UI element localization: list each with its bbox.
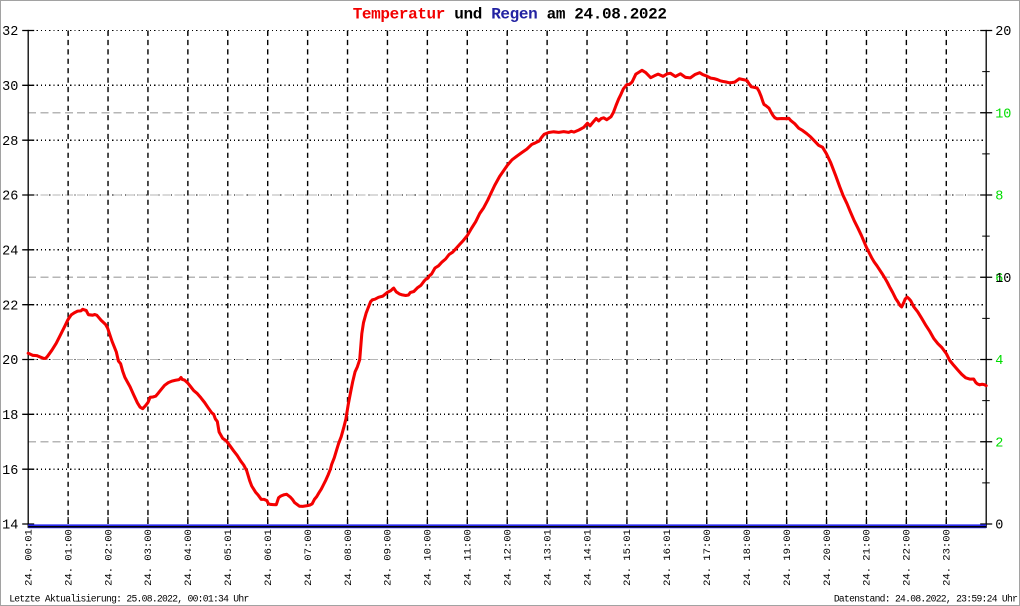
svg-text:24. 13:01: 24. 13:01	[542, 529, 554, 586]
svg-text:24. 02:00: 24. 02:00	[103, 529, 115, 586]
svg-text:28: 28	[2, 135, 18, 150]
svg-text:16: 16	[2, 464, 18, 479]
svg-text:24. 07:00: 24. 07:00	[303, 529, 315, 586]
svg-text:24. 10:00: 24. 10:00	[423, 529, 435, 586]
svg-text:Temperatur und Regen am 24.08.: Temperatur und Regen am 24.08.2022	[353, 5, 667, 23]
svg-text:2: 2	[995, 436, 1003, 451]
svg-text:24: 24	[2, 245, 18, 260]
svg-text:32: 32	[2, 25, 18, 40]
svg-text:0: 0	[995, 519, 1003, 534]
svg-text:24. 04:00: 24. 04:00	[183, 529, 195, 586]
svg-text:24. 19:00: 24. 19:00	[782, 529, 794, 586]
svg-text:24. 01:00: 24. 01:00	[63, 529, 75, 586]
svg-text:4: 4	[995, 354, 1003, 369]
svg-text:24. 06:01: 24. 06:01	[263, 529, 275, 586]
svg-text:24. 12:00: 24. 12:00	[503, 529, 515, 586]
svg-text:24. 03:00: 24. 03:00	[143, 529, 155, 586]
svg-text:24. 22:00: 24. 22:00	[902, 529, 914, 586]
svg-text:24. 14:01: 24. 14:01	[582, 529, 594, 586]
svg-text:24. 23:00: 24. 23:00	[942, 529, 954, 586]
svg-text:24. 00:01: 24. 00:01	[24, 529, 36, 586]
svg-text:30: 30	[2, 80, 18, 95]
svg-text:Letzte Aktualisierung: 25.08.2: Letzte Aktualisierung: 25.08.2022, 00:01…	[9, 593, 248, 604]
svg-text:24. 20:00: 24. 20:00	[822, 529, 834, 586]
svg-text:20: 20	[2, 354, 18, 369]
svg-text:10: 10	[995, 272, 1011, 287]
svg-text:24. 09:00: 24. 09:00	[383, 529, 395, 586]
svg-text:24. 21:00: 24. 21:00	[862, 529, 874, 586]
svg-text:24. 05:01: 24. 05:01	[223, 529, 235, 586]
svg-text:24. 08:00: 24. 08:00	[343, 529, 355, 586]
svg-text:20: 20	[995, 25, 1011, 40]
svg-text:26: 26	[2, 190, 18, 205]
svg-text:14: 14	[2, 519, 18, 534]
svg-text:Datenstand: 24.08.2022, 23:59:: Datenstand: 24.08.2022, 23:59:24 Uhr	[834, 593, 1017, 604]
svg-text:24. 17:00: 24. 17:00	[702, 529, 714, 586]
svg-text:18: 18	[2, 409, 18, 424]
svg-text:6: 6	[995, 272, 1003, 287]
svg-text:10: 10	[995, 108, 1011, 123]
svg-text:24. 16:01: 24. 16:01	[662, 529, 674, 586]
svg-text:24. 11:00: 24. 11:00	[463, 529, 475, 586]
svg-text:8: 8	[995, 190, 1003, 205]
svg-text:22: 22	[2, 299, 18, 314]
svg-text:24. 18:00: 24. 18:00	[742, 529, 754, 586]
svg-text:24. 15:01: 24. 15:01	[622, 529, 634, 586]
